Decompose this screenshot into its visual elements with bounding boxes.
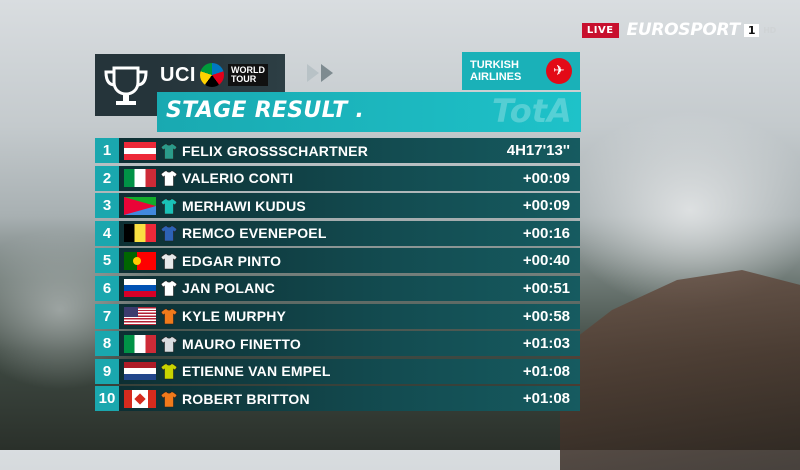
country-flag-icon [124,307,156,326]
broadcaster-logo: LIVE EUROSPORT 1 HD [581,20,777,40]
tour-watermark: TotA [492,92,572,130]
team-jersey-icon [160,225,178,242]
results-table: 1 FELIX GROSSSCHARTNER 4H17'13'' 2 VALER… [95,138,580,414]
arrow-right-icon [321,64,333,82]
rider-time: +00:09 [522,197,570,215]
rider-bar: REMCO EVENEPOEL +00:16 [119,220,580,246]
rider-bar: MAURO FINETTO +01:03 [119,331,580,357]
table-row: 3 MERHAWI KUDUS +00:09 [95,193,580,219]
country-flag-icon [124,389,156,408]
country-flag-icon [124,251,156,270]
rainbow-icon [199,63,224,87]
rider-time: +00:51 [522,279,570,297]
rider-time: +01:08 [522,390,570,408]
title-bar [157,92,581,132]
rider-name: EDGAR PINTO [182,252,282,269]
arrow-right-icon [307,64,319,82]
team-jersey-icon [160,336,178,352]
sponsor-logo: TURKISH AIRLINES ✈ [462,52,580,90]
chevron-arrows-icon [307,64,335,82]
rider-time: +01:03 [522,335,570,353]
country-flag-icon [124,169,156,188]
country-flag-icon [124,141,156,160]
position-number: 8 [95,331,119,357]
table-row: 5 EDGAR PINTO +00:40 [95,248,580,274]
team-jersey-icon [160,391,178,408]
country-flag-icon [124,334,156,353]
table-row: 9 ETIENNE VAN EMPEL +01:08 [95,358,580,384]
team-jersey-icon [160,253,178,270]
rider-name: MAURO FINETTO [182,335,302,352]
hd-label: HD [763,25,776,35]
team-jersey-icon [160,170,178,187]
rider-time: +00:16 [522,224,570,242]
sponsor-line2: AIRLINES [470,71,522,83]
position-number: 7 [95,303,119,329]
position-number: 1 [95,138,119,163]
rider-name: KYLE MURPHY [182,308,287,325]
trophy-icon [104,66,148,105]
team-jersey-icon [160,281,178,297]
position-number: 3 [95,193,119,219]
rider-time: +01:08 [522,362,570,380]
rider-name: MERHAWI KUDUS [182,197,306,214]
table-row: 1 FELIX GROSSSCHARTNER 4H17'13'' [95,138,580,163]
position-number: 4 [95,220,119,246]
rider-name: JAN POLANC [182,280,276,297]
world-tour-line2: TOUR [230,74,257,84]
team-jersey-icon [160,143,178,159]
rider-bar: KYLE MURPHY +00:58 [119,303,580,329]
mountain-silhouette [560,270,800,470]
rider-time: +00:40 [522,252,570,270]
rider-time: +00:58 [522,307,570,325]
table-row: 2 VALERIO CONTI +00:09 [95,165,580,191]
position-number: 2 [95,165,119,191]
rider-bar: MERHAWI KUDUS +00:09 [119,193,580,219]
rider-bar: ETIENNE VAN EMPEL +01:08 [119,358,580,384]
table-row: 8 MAURO FINETTO +01:03 [95,331,580,357]
position-number: 5 [95,248,119,274]
sponsor-name: TURKISH AIRLINES [470,59,521,83]
position-number: 9 [95,358,119,384]
rider-name: ROBERT BRITTON [182,390,310,407]
sponsor-line1: TURKISH [470,59,519,71]
uci-label: UCI [160,63,196,86]
rider-name: ETIENNE VAN EMPEL [182,363,331,380]
eurosport-logo: EUROSPORT 1 HD [626,20,777,40]
world-tour-label: WORLD TOUR [227,64,268,86]
channel-number: 1 [743,23,760,37]
country-flag-icon [124,362,156,381]
bird-icon: ✈ [546,58,572,84]
country-flag-icon [124,279,156,298]
team-jersey-icon [160,308,178,325]
rider-bar: FELIX GROSSSCHARTNER 4H17'13'' [119,138,580,163]
world-tour-line1: WORLD [230,65,265,75]
table-row: 7 KYLE MURPHY +00:58 [95,303,580,329]
uci-world-tour-logo: UCI WORLD TOUR [160,62,268,88]
country-flag-icon [124,224,156,243]
rider-name: REMCO EVENEPOEL [182,225,327,242]
live-badge: LIVE [581,22,619,38]
team-jersey-icon [160,198,178,214]
country-flag-icon [124,196,156,215]
rider-bar: JAN POLANC +00:51 [119,275,580,301]
rider-time: +00:09 [522,169,570,187]
rider-bar: ROBERT BRITTON +01:08 [119,386,580,412]
position-number: 6 [95,275,119,301]
table-row: 4 REMCO EVENEPOEL +00:16 [95,220,580,246]
rider-bar: EDGAR PINTO +00:40 [119,248,580,274]
rider-name: FELIX GROSSSCHARTNER [182,142,369,159]
position-number: 10 [95,386,119,412]
rider-time: 4H17'13'' [506,142,570,159]
table-row: 6 JAN POLANC +00:51 [95,275,580,301]
rider-bar: VALERIO CONTI +00:09 [119,165,580,191]
page-title: STAGE RESULT . [166,98,365,123]
rider-name: VALERIO CONTI [182,170,294,187]
table-row: 10 ROBERT BRITTON +01:08 [95,386,580,412]
eurosport-wordmark: EUROSPORT [626,20,741,40]
team-jersey-icon [160,363,178,380]
